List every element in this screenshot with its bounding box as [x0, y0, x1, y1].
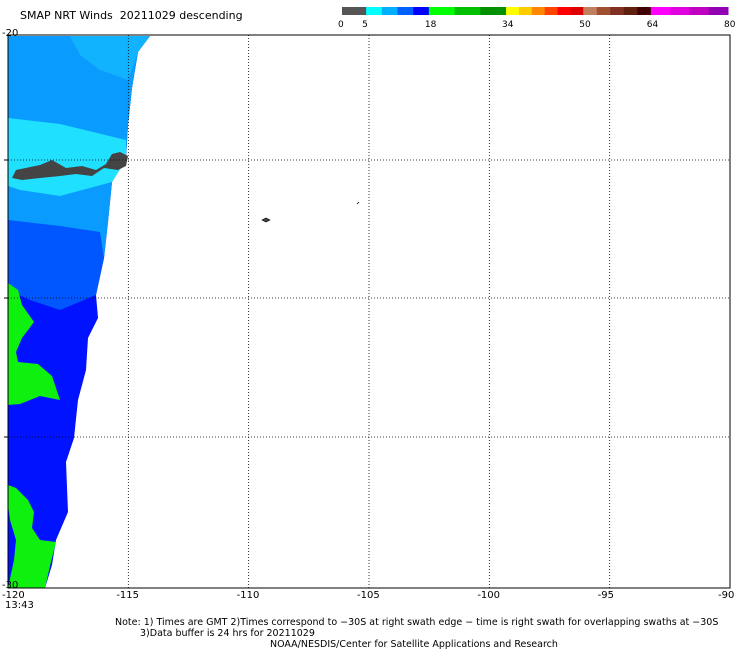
colorbar-swatch [366, 7, 383, 15]
note-line-2: 3)Data buffer is 24 hrs for 20211029 [140, 628, 315, 639]
colorbar-swatch [413, 7, 430, 15]
colorbar-swatch [506, 7, 520, 15]
colorbar-swatch [596, 7, 611, 15]
x-tick-label: -120 [2, 590, 25, 601]
x-tick-label: -90 [718, 590, 735, 601]
colorbar-swatch [397, 7, 414, 15]
title-pass: descending [179, 9, 243, 22]
island-small [261, 217, 271, 223]
swath-green-upper [8, 283, 60, 405]
colorbar-tick-label: 34 [502, 20, 514, 30]
colorbar-swatch [637, 7, 652, 15]
colorbar-tick-label: 50 [579, 20, 591, 30]
colorbar-tick-label: 80 [724, 20, 736, 30]
colorbar-swatch [381, 7, 398, 15]
colorbar-swatch [708, 7, 729, 15]
colorbar-tick-label: 5 [362, 20, 368, 30]
x-tick-label: -110 [236, 590, 260, 601]
colorbar-swatch [650, 7, 671, 15]
colorbar-tick-label: 64 [646, 20, 659, 30]
map-title: SMAP NRT Winds 20211029 descending [20, 9, 243, 22]
swath-green-lower [8, 485, 56, 588]
title-date: 20211029 [119, 9, 176, 22]
note-line-1: Note: 1) Times are GMT 2)Times correspon… [115, 617, 719, 628]
x-tick-label: -115 [116, 590, 140, 601]
island-tiny [356, 201, 360, 205]
colorbar-swatch [544, 7, 559, 15]
wind-swath [8, 36, 360, 588]
x-tick-label: -95 [597, 590, 614, 601]
colorbar-svg [342, 7, 729, 15]
colorbar-swatch [454, 7, 481, 15]
colorbar-swatch [531, 7, 546, 15]
map-frame [7, 34, 731, 589]
colorbar-swatch [557, 7, 571, 15]
swath-light-cyan-2 [70, 36, 150, 80]
swath-mid-blue [8, 220, 104, 310]
colorbar-tick-label: 0 [338, 20, 344, 30]
colorbar-swatch [570, 7, 584, 15]
colorbar-swatch [689, 7, 710, 15]
colorbar-swatch [480, 7, 507, 15]
x-tick-label: -100 [477, 590, 501, 601]
colorbar-swatch [583, 7, 598, 15]
colorbar-swatch [610, 7, 625, 15]
title-product: SMAP NRT Winds [20, 9, 113, 22]
colorbar-swatch [670, 7, 690, 15]
map-grid [4, 35, 730, 588]
x-tick-label: -105 [357, 590, 380, 601]
colorbar-swatch [623, 7, 638, 15]
wind-speed-colorbar: 0 5 18 34 50 64 80 [0, 0, 740, 40]
colorbar-swatch [342, 7, 367, 15]
credit-line: NOAA/NESDIS/Center for Satellite Applica… [270, 639, 558, 650]
colorbar-swatch [428, 7, 456, 15]
time-label: 13:43 [5, 600, 34, 611]
y-tick-label: -30 [2, 580, 19, 591]
y-tick-label: -20 [2, 28, 19, 39]
land-mass [12, 152, 128, 180]
colorbar-swatch [518, 7, 533, 15]
colorbar-tick-label: 18 [424, 20, 437, 30]
